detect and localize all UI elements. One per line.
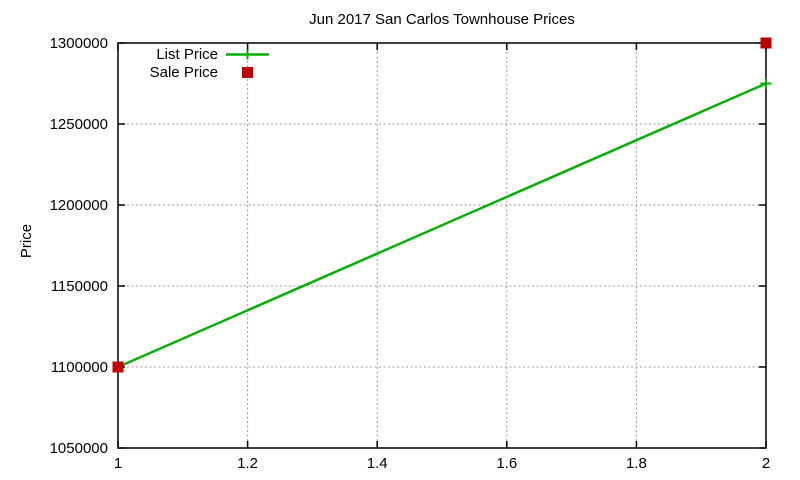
- y-tick-label: 1100000: [51, 359, 108, 376]
- x-tick-label: 1.6: [496, 455, 517, 472]
- x-tick-label: 2: [762, 455, 770, 472]
- x-tick-label: 1: [114, 455, 122, 472]
- axes-layer: [117, 42, 767, 449]
- y-tick-label: 1300000: [50, 35, 108, 52]
- series-list-price: [112, 78, 772, 373]
- x-tick-label: 1.2: [237, 455, 258, 472]
- grid-layer: [117, 42, 767, 449]
- legend-square-marker-icon: [242, 67, 253, 78]
- y-axis-label: Price: [18, 224, 35, 258]
- plot-border: [117, 42, 767, 449]
- square-marker: [112, 361, 124, 373]
- legend-plus-marker-icon: [242, 49, 253, 60]
- y-tick-label: 1200000: [50, 197, 108, 214]
- series-line: [117, 82, 767, 369]
- tick-label-layer: 1 1.2 1.4 1.6 1.8 2 1050000 1100000 1150000 12000…: [50, 35, 771, 472]
- x-tick-label: 1.4: [367, 455, 388, 472]
- series-layer: [112, 37, 772, 373]
- series-sale-price: [112, 37, 772, 373]
- y-tick-label: 1250000: [50, 116, 108, 133]
- x-tick-label: 1.8: [626, 455, 647, 472]
- y-tick-label: 1150000: [51, 278, 108, 295]
- legend: List Price Sale Price: [150, 46, 269, 81]
- square-marker: [760, 37, 772, 49]
- y-tick-label: 1050000: [50, 440, 108, 457]
- chart-title: Jun 2017 San Carlos Townhouse Prices: [309, 11, 575, 28]
- legend-label-list-price: List Price: [156, 46, 218, 63]
- plus-marker: [760, 78, 772, 89]
- legend-label-sale-price: Sale Price: [150, 64, 218, 81]
